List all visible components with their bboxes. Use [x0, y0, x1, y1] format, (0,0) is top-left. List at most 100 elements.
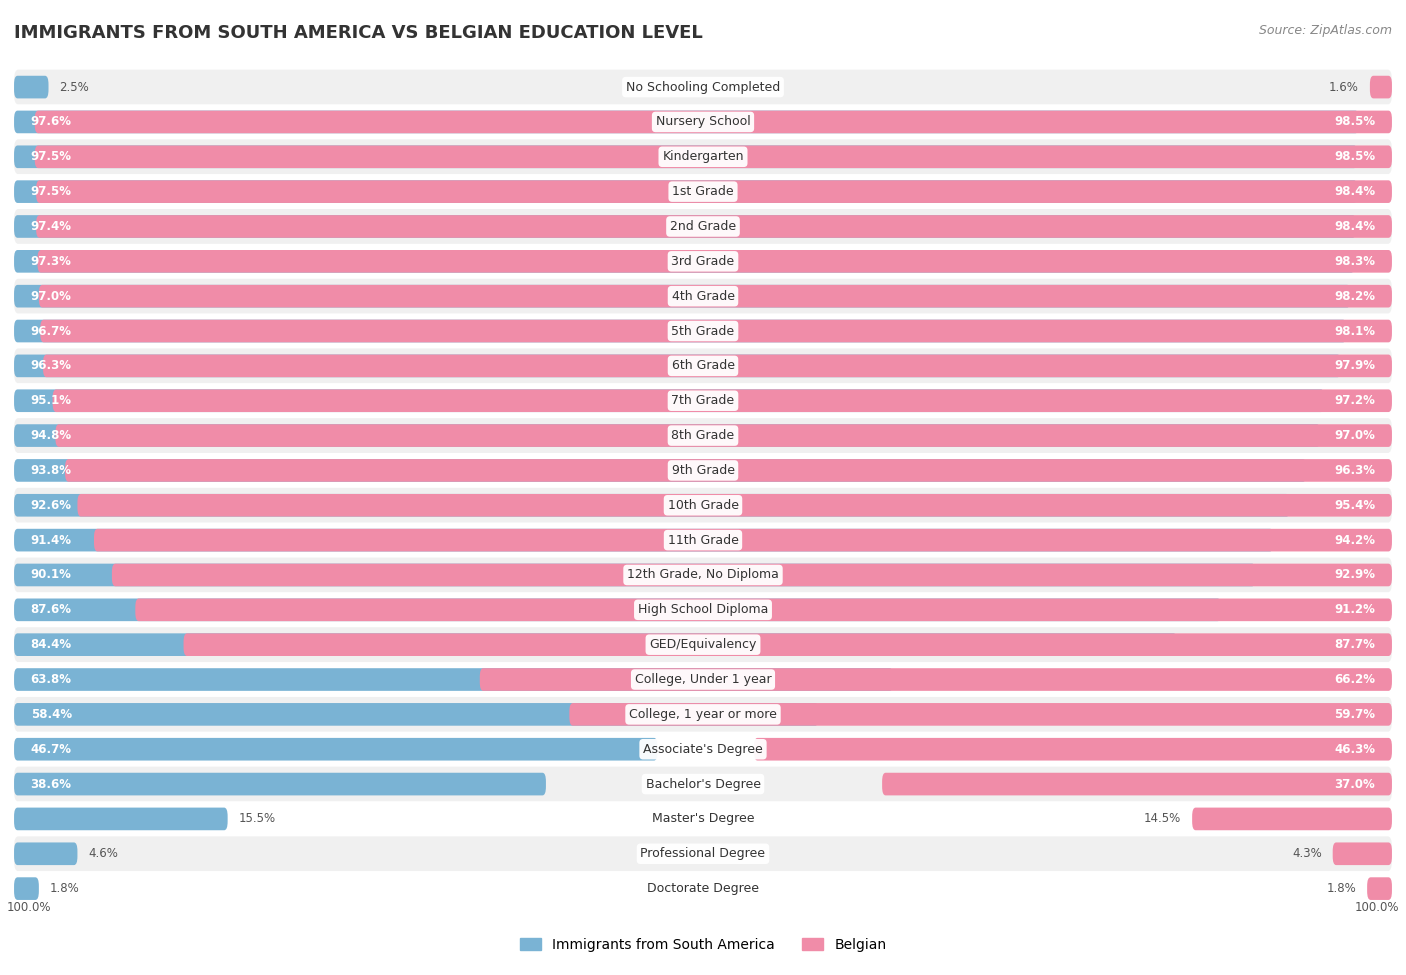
Text: 87.7%: 87.7%	[1334, 639, 1375, 651]
Text: 97.9%: 97.9%	[1334, 360, 1375, 372]
Text: High School Diploma: High School Diploma	[638, 604, 768, 616]
FancyBboxPatch shape	[55, 424, 1392, 447]
Text: 100.0%: 100.0%	[1354, 901, 1399, 914]
Text: Source: ZipAtlas.com: Source: ZipAtlas.com	[1258, 24, 1392, 37]
FancyBboxPatch shape	[14, 738, 658, 761]
FancyBboxPatch shape	[14, 279, 1392, 314]
FancyBboxPatch shape	[14, 564, 1256, 586]
Text: 2.5%: 2.5%	[59, 81, 89, 94]
Text: 4th Grade: 4th Grade	[672, 290, 734, 302]
Text: 1st Grade: 1st Grade	[672, 185, 734, 198]
Text: 46.7%: 46.7%	[31, 743, 72, 756]
Text: 92.9%: 92.9%	[1334, 568, 1375, 581]
Text: 98.5%: 98.5%	[1334, 150, 1375, 163]
Text: 58.4%: 58.4%	[31, 708, 72, 721]
FancyBboxPatch shape	[1369, 76, 1392, 98]
Text: 98.1%: 98.1%	[1334, 325, 1375, 337]
Text: 97.6%: 97.6%	[31, 115, 72, 129]
FancyBboxPatch shape	[41, 320, 1392, 342]
FancyBboxPatch shape	[14, 668, 893, 691]
FancyBboxPatch shape	[65, 459, 1392, 482]
FancyBboxPatch shape	[135, 599, 1392, 621]
FancyBboxPatch shape	[14, 139, 1392, 175]
Text: 1.8%: 1.8%	[1326, 882, 1357, 895]
FancyBboxPatch shape	[37, 215, 1392, 238]
Text: 46.3%: 46.3%	[1334, 743, 1375, 756]
FancyBboxPatch shape	[77, 494, 1392, 517]
FancyBboxPatch shape	[14, 348, 1392, 383]
Text: Master's Degree: Master's Degree	[652, 812, 754, 826]
FancyBboxPatch shape	[14, 180, 1358, 203]
FancyBboxPatch shape	[1333, 842, 1392, 865]
Text: 91.2%: 91.2%	[1334, 604, 1375, 616]
Text: 2nd Grade: 2nd Grade	[669, 220, 737, 233]
FancyBboxPatch shape	[14, 76, 48, 98]
FancyBboxPatch shape	[1192, 807, 1392, 831]
FancyBboxPatch shape	[569, 703, 1392, 725]
Text: 94.2%: 94.2%	[1334, 533, 1375, 547]
FancyBboxPatch shape	[14, 766, 1392, 801]
Text: 97.0%: 97.0%	[31, 290, 72, 302]
FancyBboxPatch shape	[14, 773, 546, 796]
Text: 10th Grade: 10th Grade	[668, 499, 738, 512]
Text: 6th Grade: 6th Grade	[672, 360, 734, 372]
FancyBboxPatch shape	[14, 453, 1392, 488]
FancyBboxPatch shape	[14, 872, 1392, 906]
FancyBboxPatch shape	[14, 320, 1347, 342]
FancyBboxPatch shape	[14, 314, 1392, 348]
Text: 95.1%: 95.1%	[31, 394, 72, 408]
Text: 8th Grade: 8th Grade	[672, 429, 734, 442]
Text: 63.8%: 63.8%	[31, 673, 72, 686]
Text: 3rd Grade: 3rd Grade	[672, 254, 734, 268]
FancyBboxPatch shape	[479, 668, 1392, 691]
FancyBboxPatch shape	[39, 285, 1392, 307]
Text: 95.4%: 95.4%	[1334, 499, 1375, 512]
Text: 100.0%: 100.0%	[7, 901, 52, 914]
Text: 1.8%: 1.8%	[49, 882, 80, 895]
Text: 98.4%: 98.4%	[1334, 185, 1375, 198]
FancyBboxPatch shape	[44, 355, 1392, 377]
FancyBboxPatch shape	[37, 180, 1392, 203]
Text: 98.4%: 98.4%	[1334, 220, 1375, 233]
FancyBboxPatch shape	[94, 528, 1392, 552]
FancyBboxPatch shape	[14, 627, 1392, 662]
FancyBboxPatch shape	[14, 418, 1392, 453]
FancyBboxPatch shape	[14, 807, 228, 831]
Text: 97.4%: 97.4%	[31, 220, 72, 233]
Text: Bachelor's Degree: Bachelor's Degree	[645, 778, 761, 791]
Text: 9th Grade: 9th Grade	[672, 464, 734, 477]
Text: 90.1%: 90.1%	[31, 568, 72, 581]
Text: 37.0%: 37.0%	[1334, 778, 1375, 791]
FancyBboxPatch shape	[14, 593, 1392, 627]
Text: IMMIGRANTS FROM SOUTH AMERICA VS BELGIAN EDUCATION LEVEL: IMMIGRANTS FROM SOUTH AMERICA VS BELGIAN…	[14, 24, 703, 42]
Text: 59.7%: 59.7%	[1334, 708, 1375, 721]
FancyBboxPatch shape	[14, 732, 1392, 766]
Text: 97.0%: 97.0%	[1334, 429, 1375, 442]
FancyBboxPatch shape	[882, 773, 1392, 796]
Text: 93.8%: 93.8%	[31, 464, 72, 477]
FancyBboxPatch shape	[112, 564, 1392, 586]
FancyBboxPatch shape	[14, 285, 1351, 307]
FancyBboxPatch shape	[754, 738, 1392, 761]
FancyBboxPatch shape	[14, 110, 1358, 134]
FancyBboxPatch shape	[14, 250, 1355, 273]
FancyBboxPatch shape	[35, 110, 1392, 134]
Text: Nursery School: Nursery School	[655, 115, 751, 129]
Legend: Immigrants from South America, Belgian: Immigrants from South America, Belgian	[515, 932, 891, 957]
FancyBboxPatch shape	[14, 494, 1289, 517]
FancyBboxPatch shape	[14, 69, 1392, 104]
Text: Kindergarten: Kindergarten	[662, 150, 744, 163]
FancyBboxPatch shape	[14, 662, 1392, 697]
Text: Associate's Degree: Associate's Degree	[643, 743, 763, 756]
Text: 84.4%: 84.4%	[31, 639, 72, 651]
FancyBboxPatch shape	[14, 878, 39, 900]
Text: 96.7%: 96.7%	[31, 325, 72, 337]
Text: 14.5%: 14.5%	[1144, 812, 1181, 826]
FancyBboxPatch shape	[14, 424, 1320, 447]
Text: College, 1 year or more: College, 1 year or more	[628, 708, 778, 721]
Text: 38.6%: 38.6%	[31, 778, 72, 791]
Text: 97.2%: 97.2%	[1334, 394, 1375, 408]
FancyBboxPatch shape	[14, 558, 1392, 593]
Text: 92.6%: 92.6%	[31, 499, 72, 512]
Text: 98.2%: 98.2%	[1334, 290, 1375, 302]
